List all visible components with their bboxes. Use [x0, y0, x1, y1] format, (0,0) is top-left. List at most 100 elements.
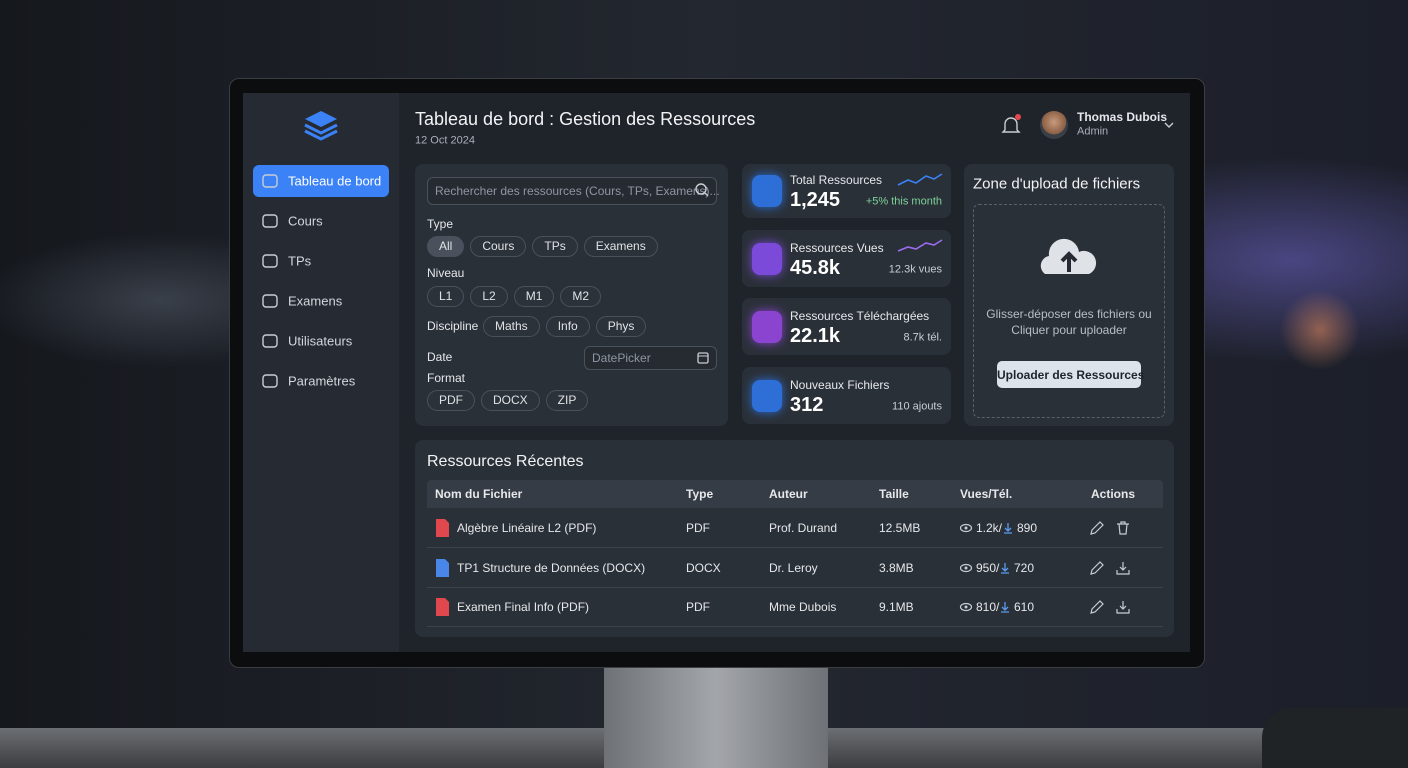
chip-row: All Cours TPs Examens — [427, 236, 727, 258]
page-title: Tableau de bord : Gestion des Ressources — [415, 109, 756, 129]
filter-chip[interactable]: TPs — [532, 236, 578, 257]
edit-action — [1090, 600, 1104, 614]
filter-chip[interactable]: Examens — [583, 236, 658, 257]
upload-button — [997, 361, 1141, 388]
download-icon-part — [1001, 562, 1009, 574]
logo — [304, 111, 338, 141]
upload-text: Cliquer pour uploader — [1011, 323, 1127, 337]
edit-action-part — [1090, 521, 1104, 535]
column-header: Type — [686, 487, 714, 501]
chip-row: Maths Info Phys — [483, 316, 783, 338]
filter-chip[interactable]: Phys — [595, 316, 647, 337]
filter-chip[interactable]: All — [427, 236, 465, 257]
download-action-part — [1116, 561, 1130, 575]
stat-label: Ressources Téléchargées — [790, 308, 930, 323]
nav-icon-part — [262, 334, 278, 348]
filter-chip[interactable]: Cours — [470, 236, 527, 257]
filter-chip[interactable]: M2 — [560, 286, 602, 307]
file-type: PDF — [686, 521, 710, 535]
nav-icon-part — [262, 174, 278, 188]
nav-item[interactable]: TPs — [288, 253, 312, 269]
search-icon — [695, 183, 709, 197]
filter-chip[interactable]: PDF — [427, 390, 475, 411]
cloud-icon-part — [1040, 238, 1097, 274]
eye-icon-part — [959, 523, 973, 533]
bell-part — [1001, 117, 1021, 133]
sparkline-part — [897, 239, 943, 252]
stat-note: 12.3k vues — [888, 263, 942, 275]
download-action-part — [1116, 561, 1130, 575]
logo-part — [304, 123, 338, 141]
delete-action-part — [1117, 521, 1129, 535]
nav-icon — [262, 294, 278, 308]
nav-item[interactable]: Cours — [288, 213, 323, 229]
nav-icon-part — [262, 334, 278, 348]
bell — [1001, 114, 1021, 133]
chip-row: L1 L2 M1 M2 — [427, 286, 727, 308]
file-icon-part — [436, 558, 449, 577]
user-role: Admin — [1077, 125, 1109, 138]
nav-item[interactable]: Utilisateurs — [288, 333, 353, 349]
download-action-part — [1116, 601, 1130, 614]
edit-action — [1090, 521, 1104, 535]
downloads: 610 — [1014, 600, 1035, 614]
edit-action — [1090, 560, 1104, 575]
filter-chip[interactable]: Info — [545, 316, 590, 337]
nav-icon — [262, 374, 278, 388]
sparkline-part — [897, 239, 943, 252]
column-header: Auteur — [769, 487, 808, 501]
user-name: Thomas Dubois — [1077, 110, 1168, 124]
views: 810/ — [976, 600, 1000, 614]
download-icon-part — [1001, 602, 1009, 613]
stat-icon — [752, 310, 782, 343]
nav-icon — [262, 254, 278, 268]
search-icon-part — [695, 183, 707, 195]
download-icon-part — [1004, 523, 1012, 534]
stat-note: 8.7k tél. — [903, 331, 942, 343]
filter-chip[interactable]: DOCX — [481, 390, 540, 411]
row-divider — [427, 547, 1163, 548]
filter-label: Date — [427, 350, 453, 364]
stat-label: Ressources Vues — [790, 240, 884, 255]
nav-icon — [262, 174, 278, 188]
downloads: 890 — [1017, 521, 1038, 535]
nav-item[interactable]: Examens — [288, 293, 343, 309]
file-icon-part — [436, 558, 449, 577]
nav-icon-part — [262, 214, 278, 228]
logo-part — [305, 111, 337, 127]
nav-icon-part — [262, 174, 278, 188]
search-placeholder[interactable]: Rechercher des ressources (Cours, TPs, E… — [435, 184, 720, 198]
filter-chip[interactable]: M1 — [513, 286, 555, 307]
filter-label: Type — [427, 217, 454, 231]
cloud-icon — [1040, 238, 1097, 274]
file-type: DOCX — [686, 560, 721, 575]
upload-button-label[interactable]: Uploader des Ressources — [997, 367, 1145, 382]
download-action — [1116, 561, 1130, 575]
stat-value: 22.1k — [790, 324, 841, 347]
file-size: 9.1MB — [879, 600, 914, 614]
nav-item[interactable]: Tableau de bord — [288, 173, 382, 189]
filter-label: Niveau — [427, 266, 465, 280]
stat-note: +5% this month — [865, 195, 942, 208]
calendar-icon-part — [697, 352, 709, 364]
bell-part — [1015, 114, 1021, 120]
row-divider — [427, 586, 1163, 588]
nav-icon-part — [262, 214, 278, 228]
file-icon — [436, 519, 449, 537]
cloud-icon-part — [1060, 251, 1078, 272]
column-header: Actions — [1091, 487, 1136, 501]
nav-icon — [262, 334, 278, 348]
table-title: Ressources Récentes — [427, 453, 584, 470]
mug — [1262, 708, 1408, 768]
filter-chip[interactable]: L2 — [470, 286, 508, 307]
filter-chip[interactable]: ZIP — [545, 390, 589, 411]
downloads: 720 — [1014, 560, 1035, 575]
filter-chip[interactable]: Maths — [483, 316, 540, 337]
date-placeholder[interactable]: DatePicker — [592, 351, 651, 365]
nav-icon-part — [262, 254, 278, 268]
nav-item[interactable]: Paramètres — [288, 373, 356, 389]
nav-active — [253, 165, 389, 197]
filter-chip[interactable]: L1 — [427, 286, 465, 307]
nav-icon-part — [262, 294, 278, 308]
